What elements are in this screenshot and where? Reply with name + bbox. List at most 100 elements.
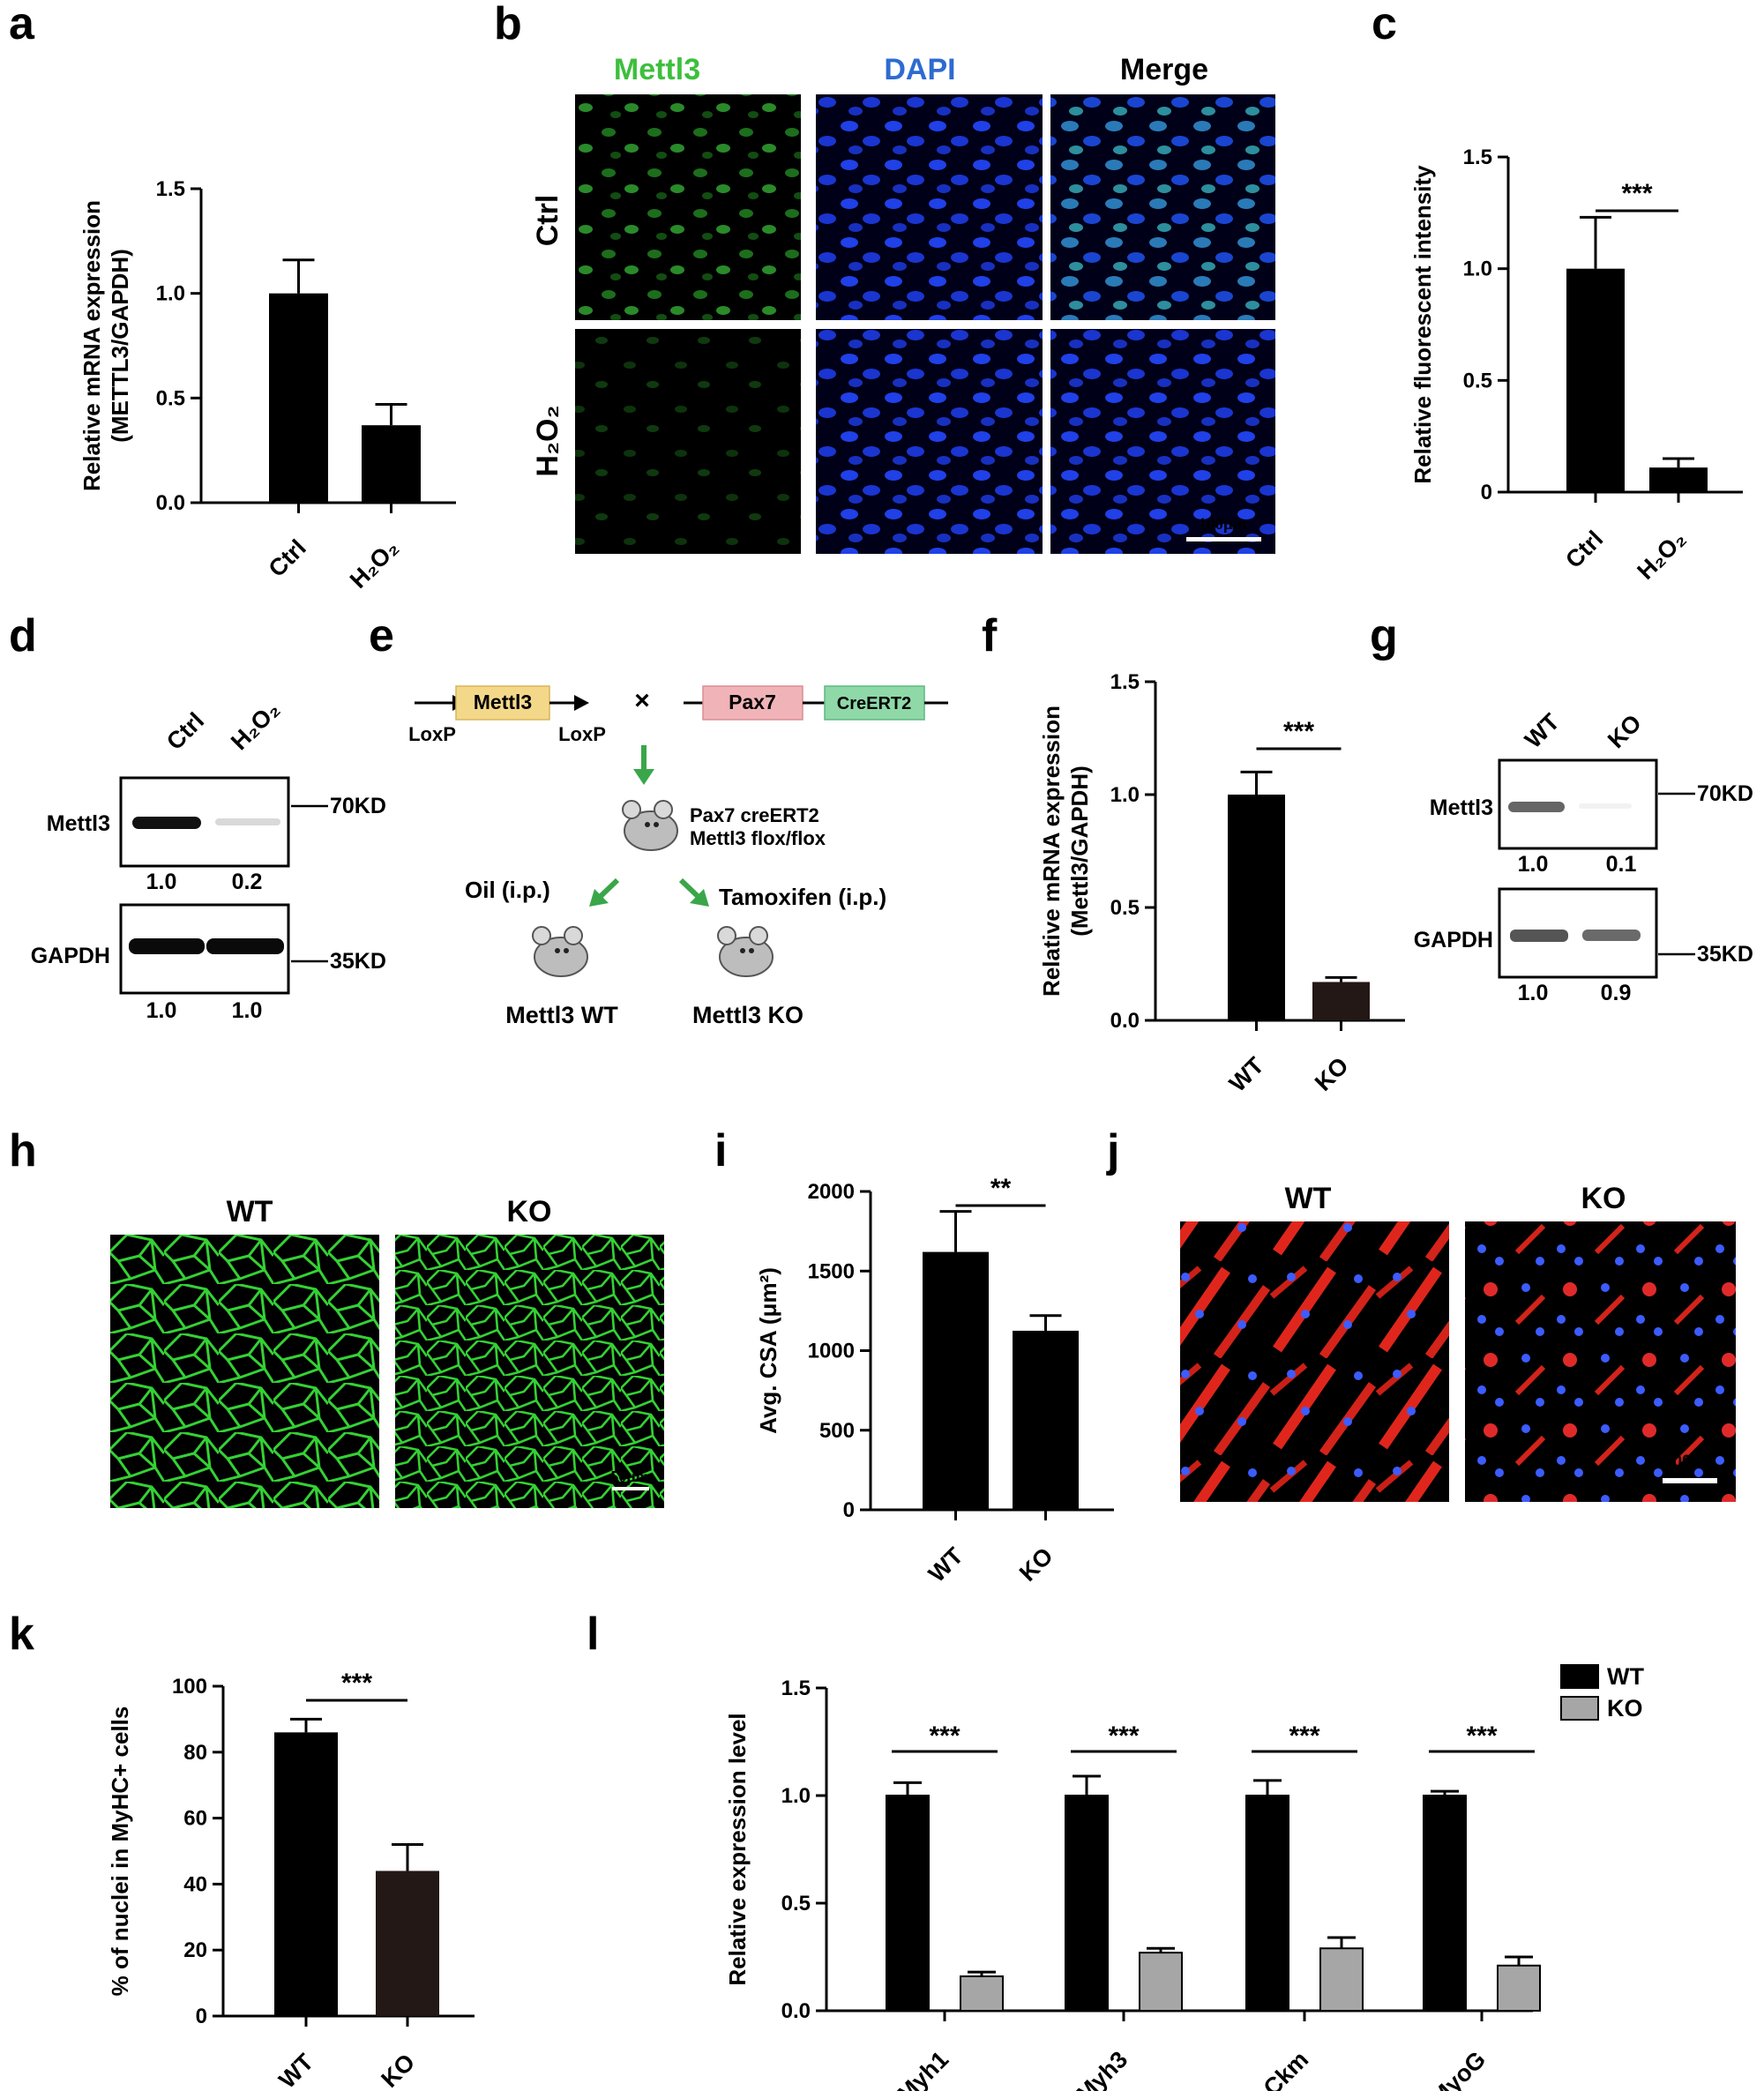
bar-a-H₂O₂ xyxy=(362,425,421,503)
x-tick-label-i: KO xyxy=(1014,1542,1058,1587)
y-axis-label-f: Relative mRNA expression(Mettl3/GAPDH) xyxy=(1038,706,1093,997)
bar-i-WT xyxy=(923,1251,989,1510)
micrograph-h-ko xyxy=(395,1235,664,1508)
legend-label-WT: WT xyxy=(1607,1663,1644,1690)
western-blot-g: WT KO Mettl3 70KD 1.0 0.1 GAPDH 35KD 1.0… xyxy=(1414,708,1753,1005)
y-axis-label-line: Avg. CSA (μm²) xyxy=(755,1267,781,1434)
bar-f-KO xyxy=(1312,982,1370,1020)
y-tick-label-c: 1.5 xyxy=(1463,146,1492,169)
x-tick-label-l: Ckm xyxy=(1259,2046,1314,2091)
mettl3-wt-label: Mettl3 WT xyxy=(505,1002,618,1028)
blot-d-quant-mettl3-ctrl: 1.0 xyxy=(146,870,177,894)
blot-g-lane-wt: WT xyxy=(1520,708,1565,753)
loxp-arrow-right-head xyxy=(574,695,589,711)
x-tick-label-l: Myh3 xyxy=(1071,2046,1132,2091)
x-tick-label-a: H₂O₂ xyxy=(345,534,404,594)
blot-g-protein-gapdh: GAPDH xyxy=(1414,928,1493,952)
blot-d-quant-gapdh-h2o2: 1.0 xyxy=(232,998,263,1023)
blot-d-band-mettl3-h2o2 xyxy=(215,818,280,825)
col-title-j-wt: WT xyxy=(1285,1182,1332,1215)
blot-g-quant-mettl3-ko: 0.1 xyxy=(1606,852,1637,877)
bar-k-WT xyxy=(274,1732,338,2016)
col-title-dapi: DAPI xyxy=(884,53,955,86)
blot-d-band-mettl3-ctrl xyxy=(132,817,201,829)
x-tick-label-k: KO xyxy=(376,2049,420,2091)
x-tick-label-f: WT xyxy=(1224,1052,1269,1097)
y-tick-label-c: 0 xyxy=(1481,481,1492,504)
significance-stars-l: *** xyxy=(1289,1721,1319,1751)
x-tick-label-l: Myh1 xyxy=(892,2046,953,2091)
col-title-mettl3: Mettl3 xyxy=(614,53,700,86)
row-label-ctrl: Ctrl xyxy=(531,195,564,247)
panel-letter-k: k xyxy=(9,1609,34,1660)
panel-letter-c: c xyxy=(1372,0,1397,49)
y-tick-label-i: 1500 xyxy=(808,1259,855,1283)
y-axis-label-c: Relative fluorescent intensity xyxy=(1409,165,1436,484)
y-tick-label-a: 0.0 xyxy=(156,491,185,515)
y-axis-label-line: Relative expression level xyxy=(724,1713,751,1985)
y-tick-label-l: 0.5 xyxy=(781,1892,811,1916)
y-tick-label-a: 1.0 xyxy=(156,282,185,306)
chart-f: 0.0 0.5 1.0 1.5 Relative mRNA expression(Met… xyxy=(1038,670,1405,1097)
y-axis-label-line: (Mettl3/GAPDH) xyxy=(1066,765,1093,937)
y-axis-label-line: % of nuclei in MyHC+ cells xyxy=(107,1706,133,1997)
row-label-h2o2: H₂O₂ xyxy=(531,405,564,476)
blot-g-quant-mettl3-wt: 1.0 xyxy=(1518,852,1549,877)
micrograph-panel-j: WT KO 100μm xyxy=(1180,1182,1736,1502)
y-tick-label-a: 1.5 xyxy=(156,177,185,201)
micrograph-h-wt xyxy=(110,1235,379,1508)
y-tick-label-k: 0 xyxy=(196,2005,207,2028)
blot-g-lane-ko: KO xyxy=(1603,709,1647,753)
y-tick-label-i: 2000 xyxy=(808,1180,855,1204)
y-tick-label-l: 1.0 xyxy=(781,1784,811,1808)
chart-l: 0.0 0.5 1.0 1.5 Relative expression level Myh… xyxy=(724,1663,1644,2091)
chart-k: 0 20 40 60 80 100 % of nuclei in MyHC+ cells WT… xyxy=(107,1669,475,2091)
green-arrow-left-head xyxy=(589,889,609,907)
legend-swatch-WT xyxy=(1560,1664,1599,1689)
panel-letter-h: h xyxy=(9,1125,37,1176)
panel-letter-a: a xyxy=(9,0,35,49)
y-tick-label-k: 60 xyxy=(183,1807,207,1831)
bar-l-WT xyxy=(1065,1795,1109,2012)
scale-bar-label-h: 50μm xyxy=(610,1467,648,1485)
col-title-h-wt: WT xyxy=(227,1195,273,1228)
loxp-right-label: LoxP xyxy=(558,723,606,745)
blot-g-band-gapdh-wt xyxy=(1510,930,1568,942)
green-arrow-right-head xyxy=(690,889,709,907)
bar-l-KO xyxy=(1139,1952,1183,2013)
blot-g-band-gapdh-ko xyxy=(1582,930,1641,941)
bar-l-WT xyxy=(1423,1795,1467,2012)
y-tick-label-i: 1000 xyxy=(808,1340,855,1363)
significance-stars-l: *** xyxy=(1108,1721,1139,1751)
schematic-e: Mettl3 LoxP LoxP × Pax7 CreERT2 Pax7 cre… xyxy=(408,685,948,1028)
bar-i-KO xyxy=(1013,1330,1079,1510)
blot-g-marker-70: 70KD xyxy=(1697,781,1753,806)
significance-stars-i: ** xyxy=(990,1174,1012,1203)
mouse-icon-wt xyxy=(532,926,588,977)
col-title-j-ko: KO xyxy=(1581,1182,1626,1215)
mouse-genotype-line1: Pax7 creERT2 xyxy=(690,804,819,826)
micrograph-mettl3-h2o2 xyxy=(575,329,801,554)
blot-d-band-gapdh-ctrl xyxy=(129,938,205,954)
micrograph-merge-h2o2 xyxy=(1050,329,1275,554)
col-title-merge: Merge xyxy=(1120,53,1208,86)
mettl3-gene-label: Mettl3 xyxy=(474,691,532,713)
blot-g-marker-35: 35KD xyxy=(1697,942,1753,967)
y-tick-label-i: 500 xyxy=(819,1419,855,1443)
mettl3-gene-box xyxy=(455,685,550,721)
y-tick-label-f: 1.0 xyxy=(1110,783,1140,807)
x-tick-label-i: WT xyxy=(923,1542,968,1587)
blot-g-quant-gapdh-ko: 0.9 xyxy=(1601,981,1632,1005)
y-tick-label-l: 1.5 xyxy=(781,1677,811,1700)
y-tick-label-f: 1.5 xyxy=(1110,670,1140,694)
bar-l-WT xyxy=(1245,1795,1289,2012)
y-tick-label-k: 40 xyxy=(183,1872,207,1896)
panel-letter-d: d xyxy=(9,610,37,661)
x-tick-label-a: Ctrl xyxy=(264,534,311,582)
micrograph-merge-ctrl xyxy=(1050,94,1275,320)
y-tick-label-k: 100 xyxy=(172,1675,207,1699)
blot-d-protein-mettl3: Mettl3 xyxy=(47,811,110,836)
tamoxifen-label: Tamoxifen (i.p.) xyxy=(719,884,886,910)
green-arrow-down-head xyxy=(633,769,654,785)
